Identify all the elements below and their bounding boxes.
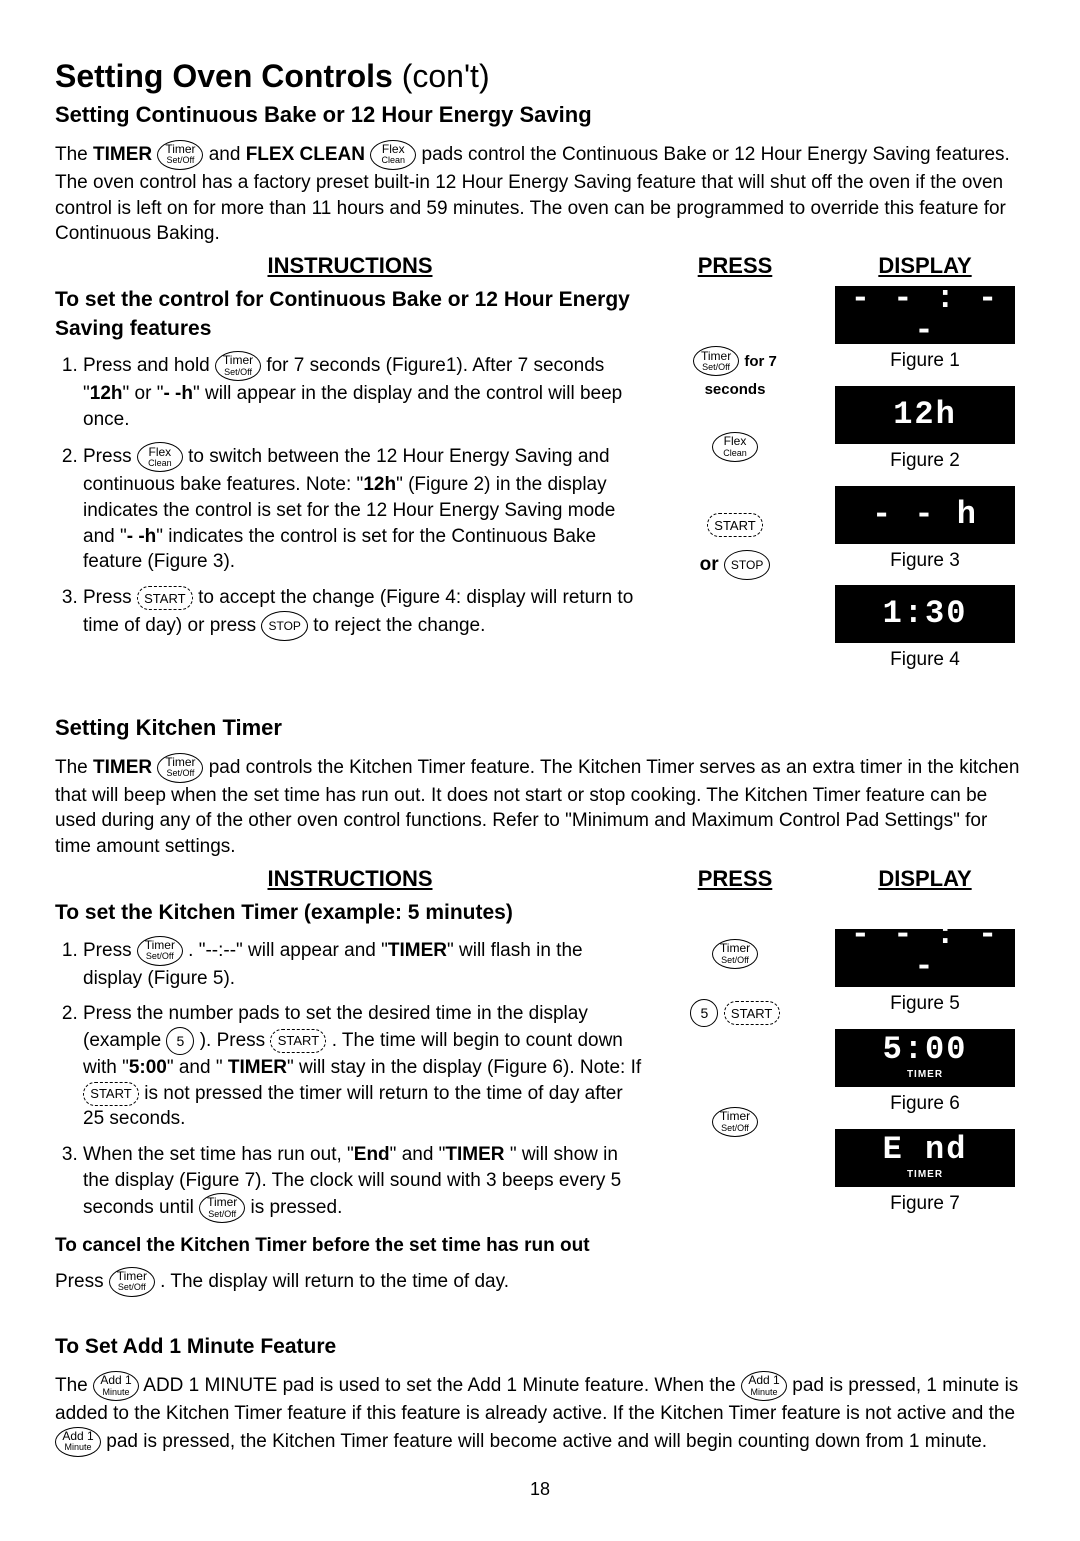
press-step1: TimerSet/Off for 7 seconds: [665, 346, 805, 402]
start-pad-icon: START: [270, 1029, 326, 1053]
timer-pad-icon: TimerSet/Off: [137, 936, 183, 966]
col-display-header2: DISPLAY: [825, 864, 1025, 894]
cancel-timer-head: To cancel the Kitchen Timer before the s…: [55, 1233, 645, 1259]
add1-pad-icon: Add 1Minute: [55, 1427, 101, 1457]
timer-pad-icon: TimerSet/Off: [693, 346, 739, 376]
flex-clean-pad-icon: FlexClean: [712, 432, 758, 462]
display-fig5: - - : - - TIMER: [835, 929, 1015, 987]
fig1-caption: Figure 1: [825, 348, 1025, 374]
press-timer-1: TimerSet/Off: [665, 939, 805, 969]
start-pad-icon: START: [83, 1082, 139, 1106]
fig3-caption: Figure 3: [825, 548, 1025, 574]
step3: Press START to accept the change (Figure…: [83, 585, 645, 641]
fig6-caption: Figure 6: [825, 1091, 1025, 1117]
display-fig1: - - : - -: [835, 286, 1015, 344]
step2-timer: Press the number pads to set the desired…: [83, 1001, 645, 1132]
page-number: 18: [55, 1477, 1025, 1501]
section1-subhead: To set the control for Continuous Bake o…: [55, 286, 645, 343]
section2-title: Setting Kitchen Timer: [55, 713, 1025, 743]
display-fig7: E nd TIMER: [835, 1129, 1015, 1187]
display-fig4: 1:30: [835, 585, 1015, 643]
step3-timer: When the set time has run out, "End" and…: [83, 1142, 645, 1223]
section1-steps: Press and hold TimerSet/Off for 7 second…: [55, 351, 645, 640]
press-timer-3: TimerSet/Off: [665, 1107, 805, 1137]
col-display-header: DISPLAY: [825, 251, 1025, 281]
col-press-header: PRESS: [665, 251, 805, 281]
fig2-caption: Figure 2: [825, 448, 1025, 474]
flex-clean-pad-icon: FlexClean: [370, 140, 416, 170]
flex-clean-pad-icon: FlexClean: [137, 442, 183, 472]
section2-subhead: To set the Kitchen Timer (example: 5 min…: [55, 899, 645, 927]
display-fig2: 12h: [835, 386, 1015, 444]
timer-pad-icon: TimerSet/Off: [157, 140, 203, 170]
stop-pad-icon: STOP: [724, 550, 770, 580]
section3-title: To Set Add 1 Minute Feature: [55, 1333, 1025, 1361]
timer-pad-icon: TimerSet/Off: [712, 939, 758, 969]
display-fig3: - - h: [835, 486, 1015, 544]
five-pad-icon: 5: [166, 1027, 194, 1055]
col-instructions-header: INSTRUCTIONS: [55, 251, 645, 281]
col-instructions-header2: INSTRUCTIONS: [55, 864, 645, 894]
press-timer-2: 5 START: [665, 999, 805, 1027]
section1-title: Setting Continuous Bake or 12 Hour Energ…: [55, 100, 1025, 130]
start-pad-icon: START: [724, 1001, 780, 1025]
section2-intro: The TIMER TimerSet/Off pad controls the …: [55, 753, 1025, 860]
section3-body: The Add 1Minute ADD 1 MINUTE pad is used…: [55, 1371, 1025, 1457]
timer-pad-icon: TimerSet/Off: [712, 1107, 758, 1137]
timer-pad-icon: TimerSet/Off: [215, 351, 261, 381]
timer-pad-icon: TimerSet/Off: [109, 1267, 155, 1297]
start-pad-icon: START: [137, 586, 193, 610]
press-step2: FlexClean: [665, 432, 805, 462]
display-fig6: 5:00 TIMER: [835, 1029, 1015, 1087]
fig4-caption: Figure 4: [825, 647, 1025, 673]
col-press-header2: PRESS: [665, 864, 805, 894]
step1: Press and hold TimerSet/Off for 7 second…: [83, 351, 645, 432]
press-step3: START or STOP: [665, 512, 805, 580]
timer-pad-icon: TimerSet/Off: [157, 753, 203, 783]
fig7-caption: Figure 7: [825, 1191, 1025, 1217]
section1-intro: The TIMER TimerSet/Off and FLEX CLEAN Fl…: [55, 140, 1025, 247]
step1-timer: Press TimerSet/Off . "--:--" will appear…: [83, 936, 645, 992]
timer-pad-icon: TimerSet/Off: [199, 1193, 245, 1223]
step2: Press FlexClean to switch between the 12…: [83, 442, 645, 575]
section2-steps: Press TimerSet/Off . "--:--" will appear…: [55, 936, 645, 1223]
cancel-timer-body: Press TimerSet/Off . The display will re…: [55, 1267, 645, 1297]
start-pad-icon: START: [707, 513, 763, 537]
page-title: Setting Oven Controls (con't): [55, 55, 1025, 98]
fig5-caption: Figure 5: [825, 991, 1025, 1017]
stop-pad-icon: STOP: [261, 611, 307, 641]
five-pad-icon: 5: [690, 999, 718, 1027]
